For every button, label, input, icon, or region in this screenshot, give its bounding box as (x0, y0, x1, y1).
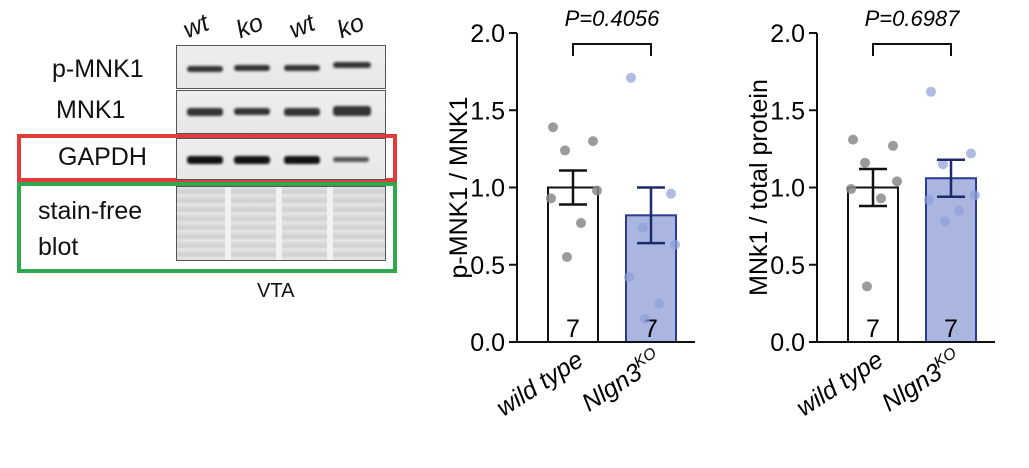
row-label-stain-free: stain-free (38, 197, 143, 225)
blot-band (234, 156, 270, 164)
data-point (562, 252, 572, 263)
y-tick-label: 2.0 (770, 20, 805, 48)
data-point (924, 194, 934, 205)
bar (547, 186, 599, 343)
data-point (954, 205, 964, 216)
data-point (938, 159, 948, 170)
data-point (592, 185, 602, 196)
stain-free-highlight-box (17, 182, 397, 273)
y-tick-label: 1.0 (770, 175, 805, 203)
region-label: VTA (257, 280, 295, 302)
data-point (670, 239, 680, 250)
p-value-label: P=0.4056 (565, 6, 661, 31)
blot-band (187, 108, 223, 116)
y-tick-label: 0.0 (470, 329, 505, 357)
blot-band (234, 108, 270, 115)
y-axis-label: p-MNK1 / MNK1 (445, 97, 473, 279)
blot-band (284, 65, 320, 71)
lane-label: ko (232, 8, 268, 45)
category-label-text: wild type (491, 346, 588, 422)
y-tick-label: 2.0 (470, 20, 505, 48)
category-label: wild type (491, 346, 588, 422)
data-point (546, 193, 556, 204)
data-point (860, 157, 870, 168)
lane-label: wt (285, 8, 319, 45)
data-point (970, 190, 980, 201)
y-tick-label: 0.0 (770, 329, 805, 357)
data-point (576, 218, 586, 229)
blot-strip-pmnk1 (176, 45, 386, 89)
blot-band (234, 65, 270, 71)
blot-band (333, 157, 369, 162)
p-value-label: P=0.6987 (865, 6, 961, 31)
lane-label: wt (179, 8, 213, 45)
y-axis-label: MNk1 / total protein (745, 79, 773, 296)
data-point (848, 134, 858, 145)
category-label: Nlgn3KO (876, 345, 966, 417)
lane-gap (327, 187, 333, 260)
category-label-text: wild type (791, 346, 888, 422)
blot-strip-gapdh (176, 138, 386, 180)
n-label: 7 (566, 315, 580, 343)
blot-band (333, 62, 371, 68)
data-point (626, 72, 636, 83)
data-point (638, 222, 648, 233)
y-tick-label: 1.5 (770, 97, 805, 125)
row-label-gapdh: GAPDH (58, 143, 147, 171)
y-tick-label: 0.5 (470, 252, 505, 280)
y-tick-label: 0.5 (770, 252, 805, 280)
n-label: 7 (866, 315, 880, 343)
row-label-pmnk1: p-MNK1 (52, 55, 144, 83)
blot-band (284, 108, 320, 116)
data-point (940, 216, 950, 227)
y-tick-label: 1.5 (470, 97, 505, 125)
data-point (640, 313, 650, 324)
blot-strip-mnk1 (176, 90, 386, 134)
data-point (846, 184, 856, 195)
data-point (624, 272, 634, 283)
data-point (654, 298, 664, 309)
lane-gap (225, 187, 231, 260)
blot-band (187, 66, 223, 72)
data-point (548, 122, 558, 133)
significance-bracket (872, 43, 952, 56)
n-label: 7 (944, 315, 958, 343)
blot-band (284, 156, 320, 164)
western-blot-panel: wt ko wt ko p-MNK1 MNK1 GAPDH stain-free… (0, 0, 420, 468)
data-point (966, 148, 976, 159)
data-point (876, 193, 886, 204)
significance-bracket (572, 43, 652, 56)
blot-strip-stain-free (176, 186, 386, 261)
blot-band (333, 106, 371, 116)
data-point (560, 145, 570, 156)
category-label: Nlgn3KO (576, 345, 666, 417)
row-label-mnk1: MNK1 (56, 96, 126, 124)
gapdh-highlight-box (17, 134, 397, 182)
data-point (926, 86, 936, 97)
y-tick-label: 1.0 (470, 175, 505, 203)
blot-band (187, 156, 223, 164)
data-point (666, 188, 676, 199)
category-label: wild type (791, 346, 888, 422)
data-point (888, 140, 898, 151)
data-point (588, 136, 598, 147)
lane-gap (276, 187, 282, 260)
lane-label: ko (333, 8, 369, 45)
data-point (862, 281, 872, 292)
row-label-blot: blot (38, 233, 79, 261)
data-point (892, 176, 902, 187)
